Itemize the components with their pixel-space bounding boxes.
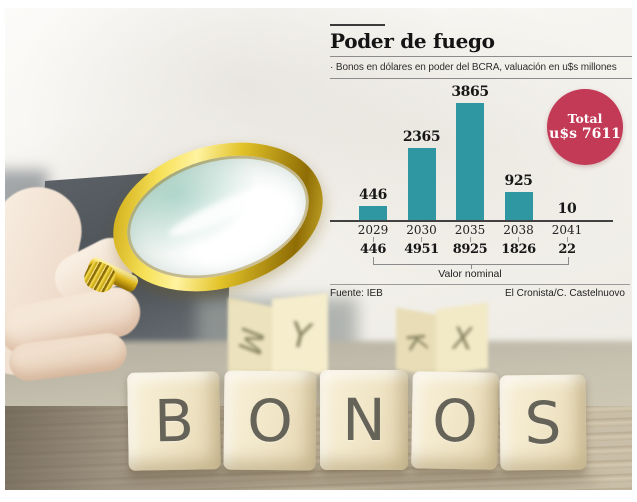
bar-2035 bbox=[456, 103, 484, 220]
tick-mark bbox=[566, 237, 568, 242]
lens-reflection bbox=[165, 179, 279, 243]
nominal-value-2029: 446 bbox=[360, 242, 386, 257]
block-letter: S bbox=[524, 388, 562, 457]
chart-subtitle: · Bonos en dólares en poder del BCRA, va… bbox=[330, 62, 617, 73]
cube-letter: Y bbox=[285, 314, 315, 358]
page-title: Poder de fuego bbox=[330, 29, 495, 53]
bar-column-2029: 446 bbox=[349, 84, 397, 220]
magnifying-glass-lens bbox=[112, 135, 324, 299]
tick-cell bbox=[398, 237, 446, 242]
wood-block-o2: O bbox=[411, 371, 499, 470]
x-tick-label-2041: 2041 bbox=[551, 223, 583, 237]
wood-block-b: B bbox=[127, 371, 221, 471]
total-badge-value: u$s 7611 bbox=[549, 126, 621, 142]
x-tick-label-2038: 2038 bbox=[503, 223, 534, 237]
block-letter: O bbox=[431, 386, 479, 455]
bar-value-label: 2365 bbox=[402, 129, 441, 145]
block-letter: B bbox=[153, 386, 195, 456]
total-badge-label: Total bbox=[567, 111, 603, 126]
bar-2038 bbox=[504, 192, 533, 220]
kicker-line bbox=[330, 24, 385, 26]
source-text: Fuente: IEB bbox=[330, 288, 383, 299]
tick-cell bbox=[446, 237, 494, 242]
photo-background: M Y K X B O N O S bbox=[5, 8, 632, 490]
cube-face: Y bbox=[272, 293, 328, 379]
nominal-value-2038: 1826 bbox=[501, 242, 536, 257]
block-letter: O bbox=[246, 386, 294, 455]
bar-value-label: 3865 bbox=[451, 84, 489, 100]
bar-column-2041: 10 bbox=[543, 84, 591, 220]
nominal-value-2041: 22 bbox=[558, 242, 576, 257]
tick-mark bbox=[469, 237, 471, 242]
credit-text: El Cronista/C. Castelnuovo bbox=[504, 288, 625, 299]
cube-letter: M bbox=[230, 321, 270, 359]
axis-ticks bbox=[349, 237, 591, 242]
wood-block-n: N bbox=[320, 370, 408, 470]
tick-mark bbox=[421, 237, 422, 242]
x-tick-label-2029: 2029 bbox=[357, 223, 389, 237]
x-axis-line bbox=[330, 220, 613, 222]
wood-block-s: S bbox=[499, 374, 587, 471]
back-cube-kx: K X bbox=[396, 302, 488, 377]
nominal-value-2030: 4951 bbox=[404, 242, 439, 257]
bar-2030 bbox=[407, 148, 436, 220]
bar-2029 bbox=[359, 206, 387, 220]
block-letter: N bbox=[342, 386, 386, 454]
bar-value-label: 446 bbox=[358, 187, 388, 203]
tick-cell bbox=[349, 237, 397, 242]
divider bbox=[330, 78, 632, 79]
bar-column-2035: 3865 bbox=[446, 84, 494, 220]
x-tick-label-2030: 2030 bbox=[406, 223, 437, 237]
footer-divider bbox=[330, 284, 630, 285]
tick-cell bbox=[495, 237, 543, 242]
cube-letter: K bbox=[399, 332, 433, 352]
x-axis-labels: 2029 2030 2035 2038 2041 bbox=[349, 223, 591, 237]
cube-letter: X bbox=[448, 320, 476, 358]
cube-face: K bbox=[396, 307, 436, 377]
cube-face: X bbox=[436, 302, 488, 376]
total-badge: Total u$s 7611 bbox=[547, 89, 623, 165]
bar-value-label: 925 bbox=[504, 173, 533, 189]
x-tick-label-2035: 2035 bbox=[454, 223, 486, 237]
back-cube-my: M Y bbox=[228, 293, 328, 383]
bar-column-2038: 925 bbox=[495, 84, 543, 220]
bar-column-2030: 2365 bbox=[398, 84, 446, 220]
wood-block-o1: O bbox=[223, 370, 317, 471]
blocks-shadow bbox=[120, 468, 600, 490]
bar-chart: 446 2365 3865 925 10 bbox=[349, 84, 591, 220]
bar-value-label: 10 bbox=[557, 201, 577, 217]
nominal-bracket bbox=[373, 257, 569, 269]
tick-cell bbox=[543, 237, 591, 242]
divider bbox=[330, 56, 632, 57]
tick-mark bbox=[372, 237, 374, 242]
tick-mark bbox=[518, 237, 519, 242]
bracket-tick bbox=[471, 264, 472, 269]
nominal-value-2035: 8925 bbox=[452, 242, 488, 257]
nominal-values-row: 446 4951 8925 1826 22 bbox=[349, 242, 591, 257]
nominal-axis-label: Valor nominal bbox=[438, 268, 502, 280]
